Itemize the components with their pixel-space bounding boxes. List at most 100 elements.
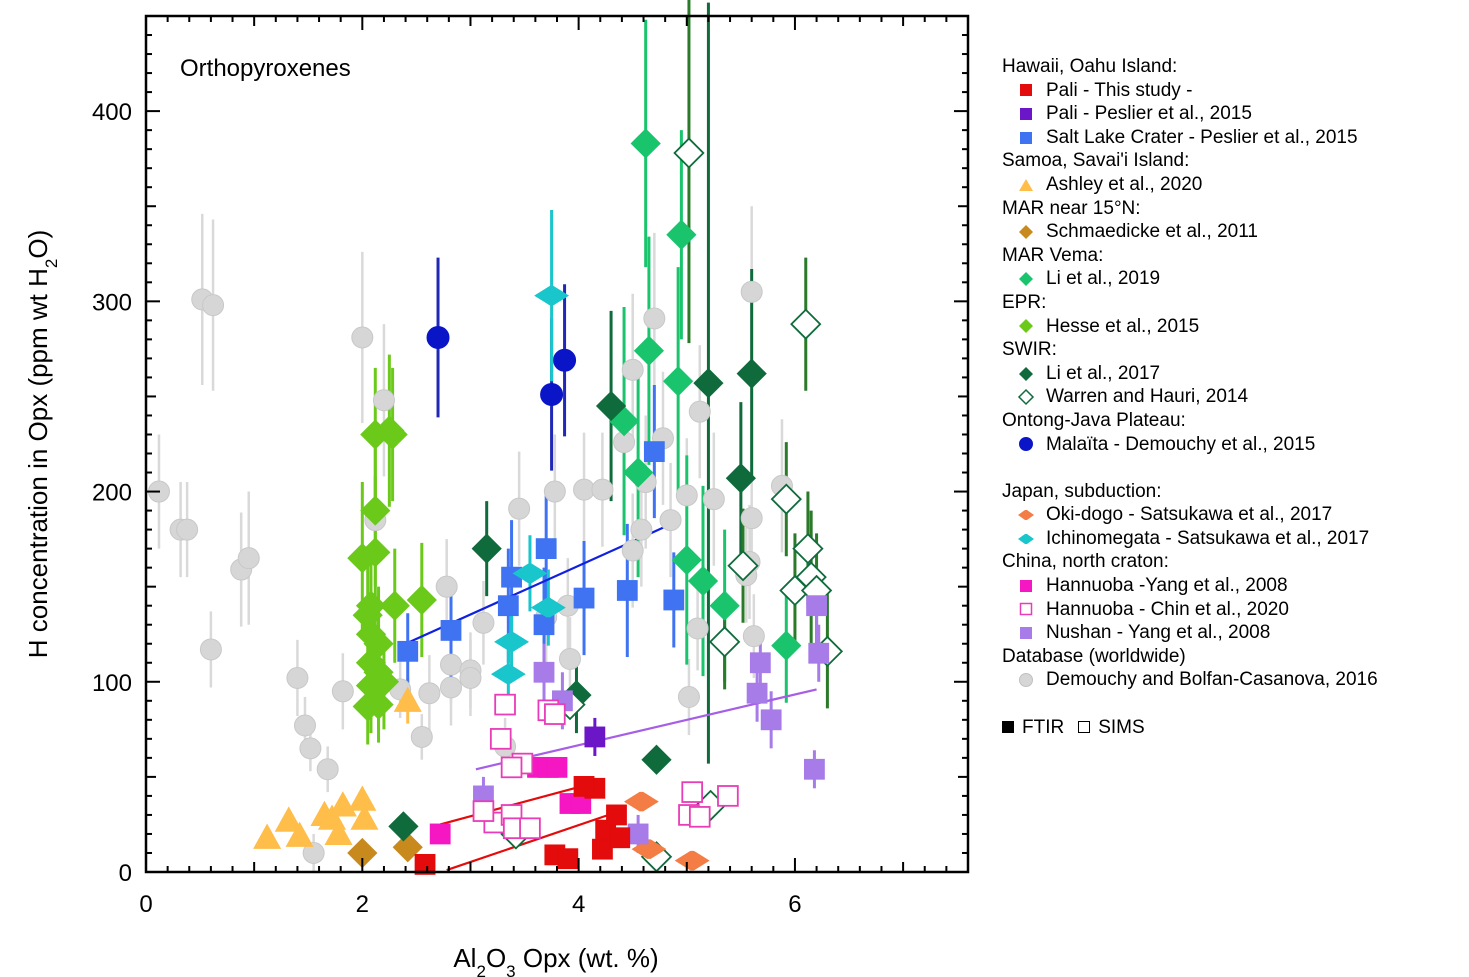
legend-item: Li et al., 2017 <box>1016 362 1378 386</box>
legend-method-key: FTIR SIMS <box>1002 716 1378 740</box>
li2017-point <box>693 368 724 399</box>
hesse2015-point <box>352 691 383 722</box>
legend-header-text: Japan, subduction: <box>1002 480 1162 502</box>
demouchy2016-point <box>302 841 325 864</box>
x-tick-label: 0 <box>139 891 152 918</box>
hesse2015-point <box>355 590 387 621</box>
nushan-point <box>746 682 768 704</box>
legend-marker <box>1019 603 1033 616</box>
slc2015-point <box>497 595 519 617</box>
legend-header-text: MAR Vema: <box>1002 244 1104 266</box>
pali_this-point <box>606 804 627 826</box>
legend-marker <box>1020 579 1032 592</box>
legend-marker <box>1018 510 1034 521</box>
demouchy2016-point <box>202 294 225 317</box>
legend-group-header: MAR near 15°N: <box>1002 197 1378 221</box>
pali_this-point <box>573 776 595 797</box>
axis-ticks: 0 2 4 6 0 100 200 300 400 <box>92 15 969 918</box>
slc2015-point <box>663 589 685 611</box>
hannuoba_chin-point <box>688 806 711 828</box>
legend-item: Hannuoba - Chin et al., 2020 <box>1016 598 1378 622</box>
demouchy2016-point <box>630 518 653 541</box>
legend-marker <box>1019 366 1033 381</box>
nushan-point <box>804 758 825 780</box>
ashley2020-point <box>350 804 379 830</box>
ichinomegata-point <box>534 285 570 306</box>
legend-gap <box>1002 692 1378 716</box>
demouchy2016-point <box>410 725 433 748</box>
okidogo-point <box>623 791 659 812</box>
ashley2020-point <box>253 823 282 849</box>
li2017-point <box>725 463 756 494</box>
legend-header-text: Samoa, Savai'i Island: <box>1002 150 1190 172</box>
hesse2015-point <box>406 584 437 616</box>
slc2015-point <box>573 587 595 609</box>
li2017-point <box>471 533 502 564</box>
ichinomegata-point <box>530 597 566 618</box>
legend-item-label: Demouchy and Bolfan-Casanova, 2016 <box>1046 669 1378 691</box>
legend-item-label: Warren and Hauri, 2014 <box>1046 386 1249 408</box>
x-tick-label: 6 <box>788 891 801 918</box>
legend: Hawaii, Oahu Island: Pali - This study -P… <box>1002 55 1378 739</box>
demouchy2016-point <box>440 653 463 676</box>
hannuoba_chin-point <box>681 781 703 803</box>
demouchy2016-point <box>621 358 644 381</box>
demouchy2016-point <box>558 647 581 670</box>
legend-group-header: China, north craton: <box>1002 550 1378 574</box>
legend-marker <box>1019 319 1033 334</box>
plot-frame <box>144 14 970 874</box>
nushan-point <box>760 709 782 731</box>
li2019-point <box>663 366 694 397</box>
demouchy2016-point <box>508 497 531 520</box>
li2019-point <box>687 565 719 597</box>
warren2014-point <box>727 550 759 582</box>
slc2015-point <box>643 441 665 463</box>
legend-item-label: Schmaedicke et al., 2011 <box>1046 221 1258 243</box>
demouchy2015-point <box>426 325 450 349</box>
legend-item: Hesse et al., 2015 <box>1016 315 1378 339</box>
legend-item-label: Pali - Peslier et al., 2015 <box>1046 103 1252 125</box>
ichinomegata-point <box>512 563 548 584</box>
legend-item: Nushan - Yang et al., 2008 <box>1016 621 1378 645</box>
demouchy2016-point <box>573 478 596 501</box>
pali_this-point <box>609 827 631 849</box>
legend-group-header: Japan, subduction: <box>1002 480 1378 504</box>
y-tick-label: 300 <box>92 289 132 316</box>
ashley2020-point <box>348 785 377 811</box>
demouchy2016-point <box>591 478 614 501</box>
demouchy2016-point <box>331 680 354 703</box>
li2017-point <box>595 390 627 422</box>
ashley2020-point <box>324 819 353 846</box>
legend-item: Malaïta - Demouchy et al., 2015 <box>1016 433 1378 457</box>
hannuoba_chin-point <box>489 728 512 750</box>
demouchy2016-point <box>286 666 309 689</box>
legend-header-text: EPR: <box>1002 291 1047 313</box>
hesse2015-point <box>368 666 400 697</box>
x-tick-label: 2 <box>356 891 369 918</box>
hesse2015-point <box>377 419 408 450</box>
warren2014-point <box>792 532 824 565</box>
li2019-point <box>630 128 661 159</box>
demouchy2016-point <box>686 617 709 640</box>
legend-header-text: Database (worldwide) <box>1002 645 1186 667</box>
legend-header-text: Hawaii, Oahu Island: <box>1002 56 1178 77</box>
hannuoba_chin-point <box>717 785 739 807</box>
legend-group-header: Database (worldwide) <box>1002 645 1378 669</box>
demouchy2015-point <box>540 383 564 407</box>
legend-marker <box>1017 389 1035 406</box>
demouchy2016-point <box>688 400 711 423</box>
hannuoba_yang-point <box>546 756 568 778</box>
legend-marker <box>1020 131 1032 144</box>
legend-item-label: Nushan - Yang et al., 2008 <box>1046 622 1271 644</box>
nushan-point <box>627 823 649 845</box>
slc2015-point <box>440 620 462 641</box>
legend-item: Ichinomegata - Satsukawa et al., 2017 <box>1016 527 1378 551</box>
li2019-point <box>671 544 702 576</box>
legend-item-label: Hannuoba -Yang et al., 2008 <box>1046 575 1288 597</box>
legend-group-header: Ontong-Java Plateau: <box>1002 409 1378 433</box>
demouchy2016-point <box>740 507 763 530</box>
demouchy2016-point <box>472 611 495 634</box>
y-tick-label: 200 <box>92 480 132 507</box>
nushan-point <box>749 652 771 674</box>
demouchy2016-point <box>659 509 682 532</box>
